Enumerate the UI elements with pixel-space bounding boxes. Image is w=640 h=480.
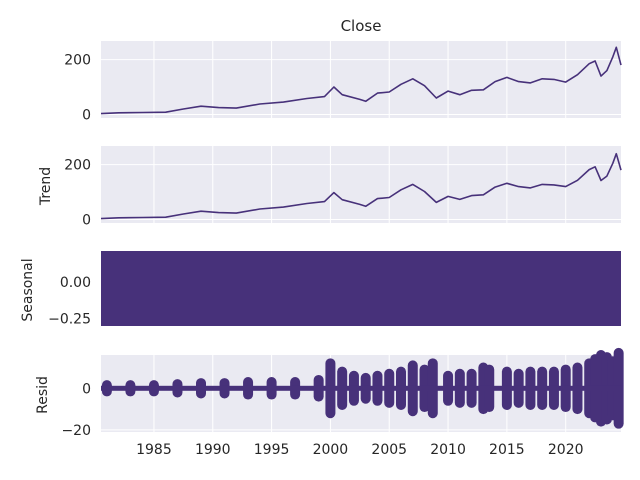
xtick-label: 2020 [548,442,584,458]
series-line [100,152,622,220]
plot-title: Close [341,17,382,35]
ytick-label: −0.25 [48,312,91,328]
series-line [100,46,622,115]
ytick-label: 200 [64,53,91,69]
ylabel-resid: Resid [35,376,51,414]
xtick-label: 2005 [371,442,407,458]
ytick-label: −20 [61,423,91,439]
xtick-label: 1990 [195,442,231,458]
ylabel-trend: Trend [38,167,54,206]
ytick-label: 0 [82,107,91,123]
ytick-label: 200 [64,158,91,174]
ylabel-seasonal: Seasonal [20,258,36,321]
xtick-label: 2000 [313,442,349,458]
xtick-label: 2010 [430,442,466,458]
ytick-label: 0 [82,212,91,228]
xtick-label: 1985 [136,442,172,458]
ytick-label: 0.00 [60,275,91,291]
plot-area [101,146,621,223]
xtick-label: 2015 [489,442,525,458]
plot-area [101,41,621,118]
panel-trend: 0 200 [64,146,622,228]
ytick-label: 0 [82,381,91,397]
resid-core [101,385,621,391]
panel-seasonal: 0.00 −0.25 [48,251,621,328]
xtick-label: 1995 [254,442,290,458]
seasonal-band [101,251,621,326]
panel-close: 0 200 [64,41,622,123]
panel-resid: 0 −20 1985 1990 1995 2000 2005 2010 2015 2020 [61,347,624,458]
